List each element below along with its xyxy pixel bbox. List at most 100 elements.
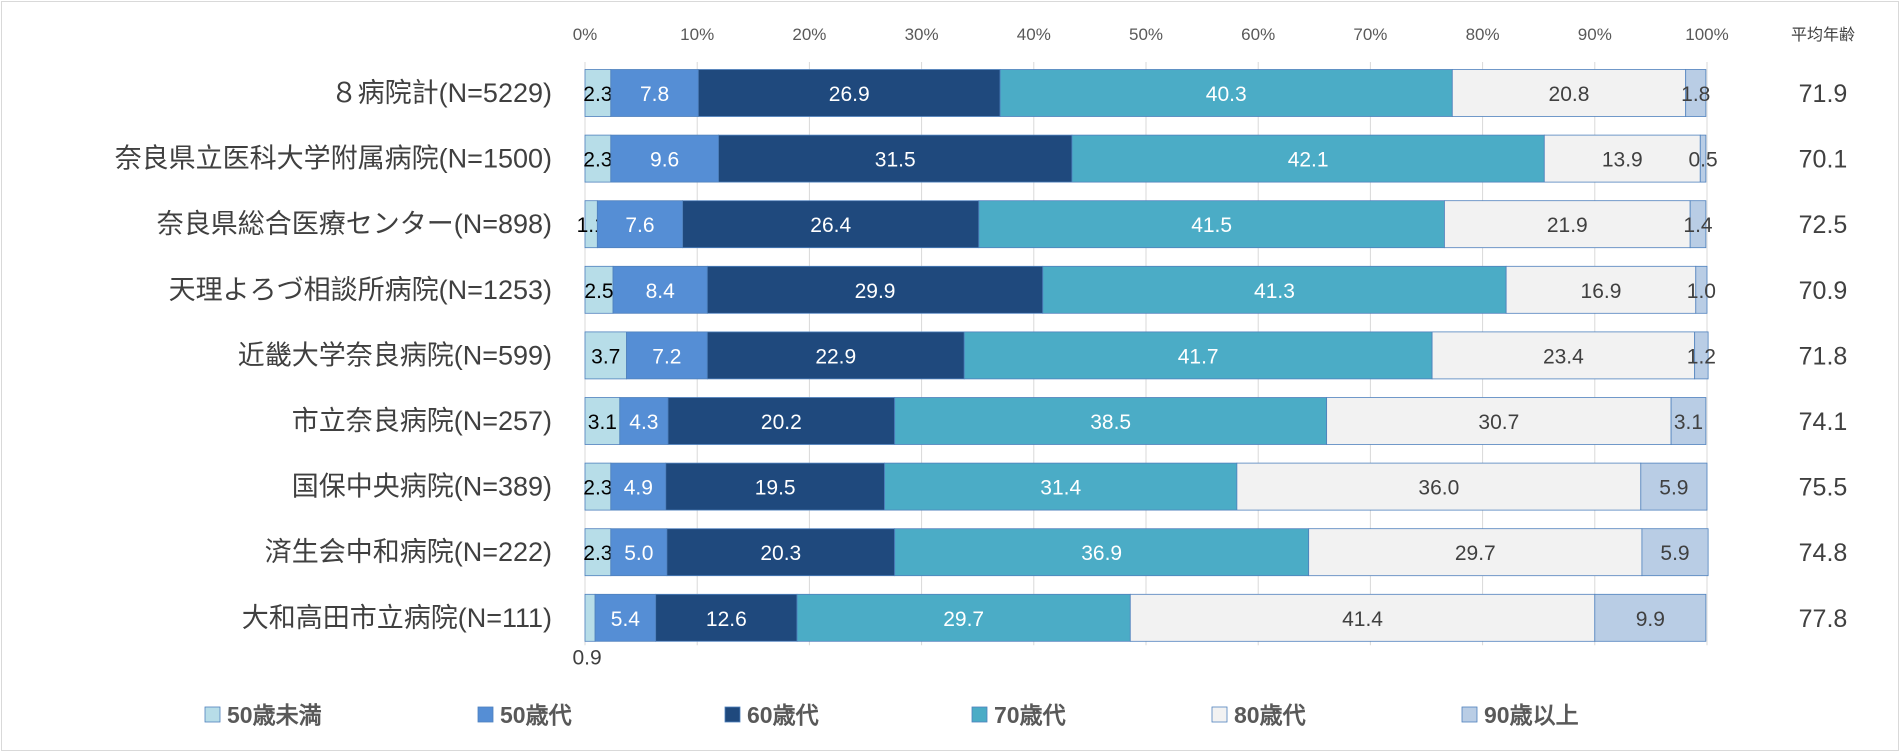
bar-segment	[584, 593, 596, 642]
data-label: 1.2	[1687, 345, 1716, 368]
bar-segment	[1444, 200, 1691, 249]
average-age-value: 74.8	[1799, 539, 1848, 567]
x-tick-label: 80%	[1466, 25, 1500, 44]
x-tick-label: 10%	[680, 25, 714, 44]
bar-segment	[1071, 134, 1545, 183]
data-label: 1.4	[1683, 214, 1713, 237]
bar-segment	[1640, 462, 1708, 511]
x-tick-label: 40%	[1017, 25, 1051, 44]
data-label: 4.3	[629, 411, 658, 434]
bar-segment	[1543, 134, 1701, 183]
data-label: 1.0	[1687, 280, 1716, 303]
data-label: 26.9	[829, 83, 870, 106]
bar-segment	[884, 462, 1238, 511]
bar-segment	[706, 331, 965, 380]
data-label: 12.6	[706, 608, 747, 631]
x-tick-label: 30%	[905, 25, 939, 44]
data-label: 9.9	[1636, 608, 1665, 631]
data-label: 3.1	[1674, 411, 1703, 434]
bar-segment	[894, 397, 1328, 445]
legend-label: 60歳代	[747, 702, 819, 728]
x-tick-label: 50%	[1129, 25, 1163, 44]
average-age-value: 70.9	[1799, 277, 1848, 305]
x-tick-label: 20%	[792, 25, 826, 44]
legend-label: 80歳代	[1234, 702, 1306, 728]
category-label: 近畿大学奈良病院(N=599)	[238, 340, 552, 370]
data-label: 4.9	[624, 477, 653, 500]
data-label: 41.4	[1342, 608, 1383, 631]
bar-segment	[612, 265, 708, 314]
data-label: 41.3	[1254, 280, 1295, 303]
average-age-value: 71.9	[1799, 80, 1848, 108]
data-label: 36.9	[1081, 542, 1122, 565]
bar-segment	[1594, 593, 1707, 642]
bar-segment	[1451, 69, 1687, 117]
x-tick-label: 100%	[1685, 25, 1728, 44]
bar-segment	[584, 397, 621, 445]
legend-swatch	[204, 706, 221, 723]
data-label: 5.4	[611, 608, 641, 631]
category-label: 済生会中和病院(N=222)	[265, 537, 552, 567]
bar-segment	[1695, 265, 1708, 314]
legend-swatch	[1211, 706, 1228, 723]
x-tick-label: 0%	[573, 25, 598, 44]
legend-label: 70歳代	[994, 702, 1066, 728]
bar-segment	[584, 134, 612, 183]
bar-segment	[619, 397, 669, 445]
category-label: 天理よろづ相談所病院(N=1253)	[169, 275, 552, 305]
x-tick-label: 90%	[1578, 25, 1612, 44]
bar-segment	[978, 200, 1445, 249]
bar-segment	[667, 397, 896, 445]
bar-segment	[1326, 397, 1672, 445]
bar-segment	[626, 331, 708, 380]
bar-segment	[1694, 331, 1709, 380]
legend-label: 90歳以上	[1484, 702, 1579, 728]
bar-segment	[596, 200, 684, 249]
bar-segment	[706, 265, 1044, 314]
bar-segment	[1689, 200, 1707, 249]
category-label: 奈良県総合医療センター(N=898)	[157, 209, 552, 239]
bar-segment	[963, 331, 1433, 380]
legend-swatch	[477, 706, 494, 723]
data-label: 41.7	[1178, 345, 1219, 368]
x-tick-label: 60%	[1241, 25, 1275, 44]
data-label: 2.3	[583, 83, 612, 106]
bar-segment	[718, 134, 1073, 183]
data-label: 2.3	[583, 149, 612, 172]
data-label: 9.6	[650, 149, 679, 172]
bar-segment	[1670, 397, 1707, 445]
data-label: 29.7	[1455, 542, 1496, 565]
data-label: 5.0	[624, 542, 653, 565]
data-label: 21.9	[1547, 214, 1588, 237]
data-label: 19.5	[755, 477, 796, 500]
category-label: 大和高田市立病院(N=111)	[242, 603, 552, 633]
legend-label: 50歳未満	[227, 702, 322, 728]
bar-segment	[584, 331, 627, 380]
data-label: 41.5	[1191, 214, 1232, 237]
legend-swatch	[971, 706, 988, 723]
data-label: 1.8	[1681, 83, 1710, 106]
data-label: 7.2	[652, 345, 681, 368]
data-label: 2.5	[584, 280, 613, 303]
data-label: 31.5	[875, 149, 916, 172]
category-label: 奈良県立医科大学附属病院(N=1500)	[115, 144, 552, 174]
data-label: 38.5	[1090, 411, 1131, 434]
category-label: 国保中央病院(N=389)	[292, 472, 552, 502]
bar-segment	[584, 528, 612, 577]
data-label: 26.4	[810, 214, 851, 237]
data-label: 3.1	[588, 411, 617, 434]
data-label: 3.7	[591, 345, 620, 368]
average-age-header: 平均年齢	[1791, 26, 1855, 44]
data-label: 40.3	[1206, 83, 1247, 106]
data-label: 29.9	[855, 280, 896, 303]
bar-segment	[610, 528, 668, 577]
average-age-value: 71.8	[1799, 342, 1848, 370]
category-label: ８病院計(N=5229)	[331, 78, 552, 108]
bar-segment	[1042, 265, 1507, 314]
data-label: 2.3	[583, 477, 612, 500]
bar-segment	[682, 200, 980, 249]
data-label: 0.5	[1688, 149, 1717, 172]
average-age-value: 72.5	[1799, 211, 1848, 239]
average-age-value: 75.5	[1799, 474, 1848, 502]
